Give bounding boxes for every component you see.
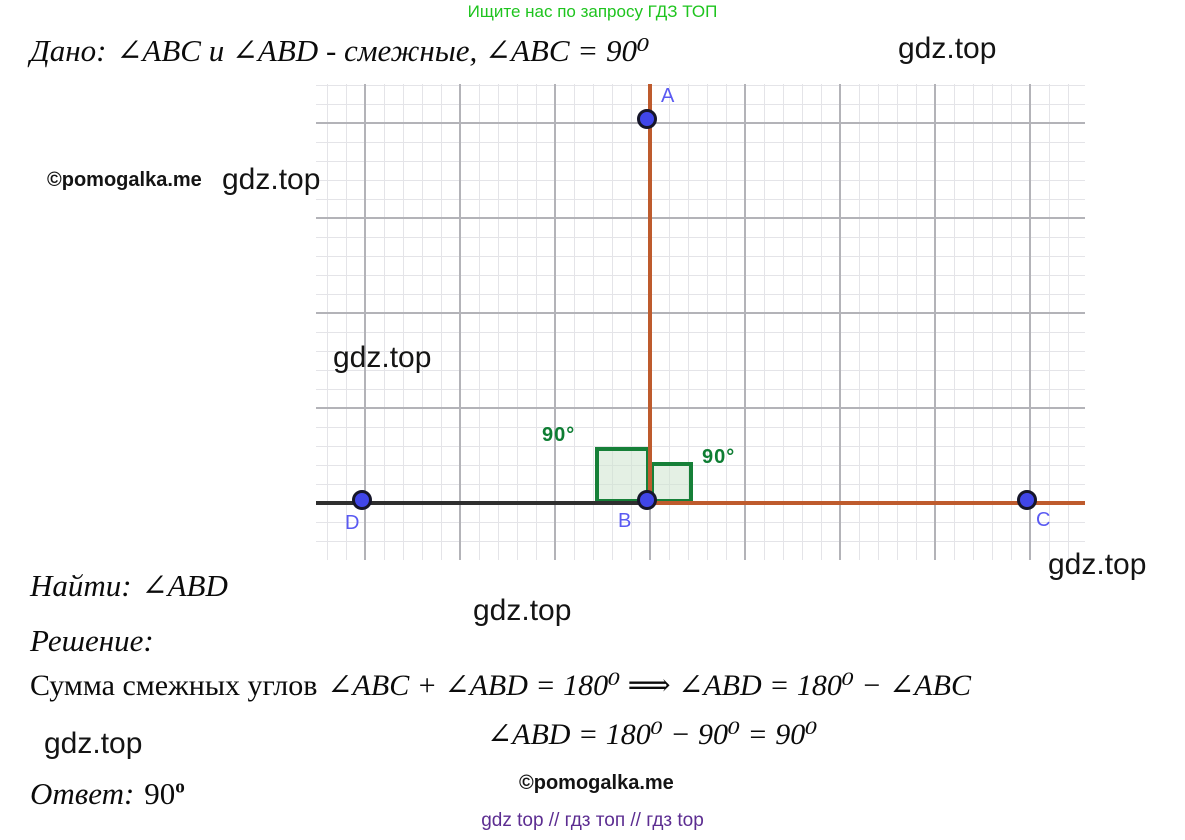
segment-db [316, 501, 652, 505]
find-line: Найти: ∠ABD [30, 568, 228, 604]
find-label: Найти: [30, 568, 132, 603]
right-angle-marker-abc [650, 462, 693, 503]
ray-bc [650, 501, 1085, 505]
answer-value: 90 [144, 776, 176, 811]
given-formula: ∠ABC и ∠ABD - смежные, ∠ABC = 90⁰ [116, 33, 650, 68]
find-formula: ∠ABD [141, 568, 228, 603]
watermark-gdz-left: gdz.top [222, 163, 321, 196]
watermark-gdz-lower-left: gdz.top [44, 727, 143, 760]
angle-label-abd: 90° [542, 424, 576, 446]
point-a [637, 109, 657, 129]
solution-heading: Решение: [30, 623, 154, 659]
point-label-b: B [618, 510, 632, 532]
point-c [1017, 490, 1037, 510]
point-b [637, 490, 657, 510]
watermark-gdz-grid: gdz.top [333, 341, 432, 374]
point-label-a: A [661, 85, 675, 107]
sum-text: Сумма смежных углов [30, 669, 318, 702]
point-label-d: D [345, 512, 360, 534]
watermark-brand-bottom: ©pomogalka.me [519, 772, 674, 794]
point-d [352, 490, 372, 510]
watermark-brand-left: ©pomogalka.me [47, 169, 202, 191]
solution-line-2: ∠ABD = 180⁰ − 90⁰ = 90⁰ [487, 718, 818, 751]
given-line: Дано: ∠ABC и ∠ABD - смежные, ∠ABC = 90⁰ [30, 33, 649, 69]
watermark-gdz-bottom-right: gdz.top [1048, 548, 1147, 581]
answer-line: Ответ: 90o [30, 776, 185, 812]
sum-formula: ∠ABC + ∠ABD = 180⁰ ⟹ ∠ABD = 180⁰ − ∠ABC [327, 669, 971, 702]
angle-label-abc: 90° [702, 446, 736, 468]
answer-label: Ответ: [30, 776, 135, 811]
footer-tags: gdz top // гдз топ // гдз top [481, 810, 704, 831]
watermark-gdz-mid: gdz.top [473, 594, 572, 627]
given-label: Дано: [30, 33, 107, 68]
solution-line-1: Сумма смежных углов ∠ABC + ∠ABD = 180⁰ ⟹ … [30, 668, 971, 703]
ray-ba [648, 84, 652, 505]
watermark-gdz-top-right: gdz.top [898, 32, 997, 65]
point-label-c: C [1036, 509, 1051, 531]
geometry-figure: A B C D 90° 90° [316, 84, 1085, 560]
solution-label: Решение: [30, 623, 154, 658]
answer-superscript: o [175, 776, 185, 798]
promo-header: Ищите нас по запросу ГДЗ ТОП [467, 2, 718, 21]
